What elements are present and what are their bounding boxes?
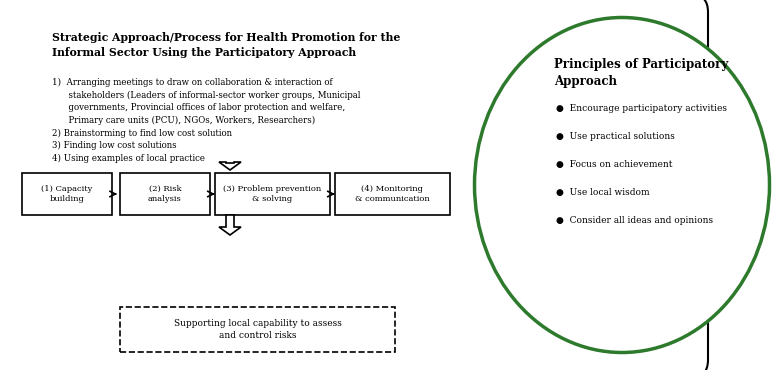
Text: Strategic Approach/Process for Health Promotion for the
Informal Sector Using th: Strategic Approach/Process for Health Pr… bbox=[52, 32, 400, 58]
FancyBboxPatch shape bbox=[215, 173, 330, 215]
Text: Supporting local capability to assess
and control risks: Supporting local capability to assess an… bbox=[174, 319, 341, 340]
Text: ●  Focus on achievement: ● Focus on achievement bbox=[556, 159, 672, 168]
Ellipse shape bbox=[474, 17, 770, 353]
Text: (1) Capacity
building: (1) Capacity building bbox=[41, 185, 93, 203]
Text: (2) Risk
analysis: (2) Risk analysis bbox=[148, 185, 182, 203]
Text: Principles of Participatory
Approach: Principles of Participatory Approach bbox=[554, 58, 728, 88]
FancyBboxPatch shape bbox=[120, 173, 210, 215]
Text: ●  Use practical solutions: ● Use practical solutions bbox=[556, 131, 675, 141]
FancyBboxPatch shape bbox=[22, 173, 112, 215]
Text: ●  Use local wisdom: ● Use local wisdom bbox=[556, 188, 650, 196]
Text: (3) Problem prevention
& solving: (3) Problem prevention & solving bbox=[224, 185, 322, 203]
Text: 1)  Arranging meetings to draw on collaboration & interaction of
      stakehold: 1) Arranging meetings to draw on collabo… bbox=[52, 78, 361, 163]
Polygon shape bbox=[219, 162, 241, 170]
FancyBboxPatch shape bbox=[0, 0, 708, 370]
Text: ●  Consider all ideas and opinions: ● Consider all ideas and opinions bbox=[556, 215, 713, 225]
FancyBboxPatch shape bbox=[335, 173, 450, 215]
Polygon shape bbox=[219, 215, 241, 235]
Text: ●  Encourage participatory activities: ● Encourage participatory activities bbox=[556, 104, 727, 112]
FancyBboxPatch shape bbox=[120, 307, 395, 352]
Text: (4) Monitoring
& communication: (4) Monitoring & communication bbox=[355, 185, 430, 203]
